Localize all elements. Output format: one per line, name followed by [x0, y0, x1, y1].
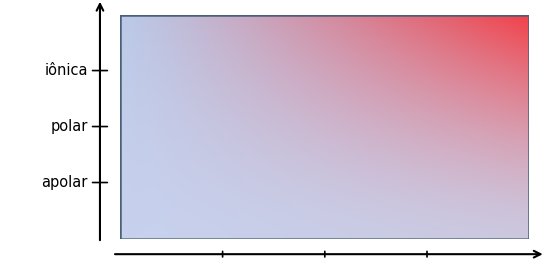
Text: polar: polar [50, 119, 88, 134]
Text: iônica: iônica [44, 63, 88, 78]
Text: apolar: apolar [41, 175, 88, 190]
